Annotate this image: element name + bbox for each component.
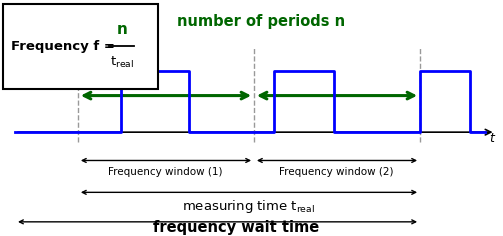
Text: $\mathsf{t_{real}}$: $\mathsf{t_{real}}$ [110, 55, 134, 70]
Text: Frequency window (1): Frequency window (1) [108, 167, 222, 177]
Text: Input A: Input A [15, 33, 72, 47]
Text: Frequency window (2): Frequency window (2) [279, 167, 393, 177]
Text: n: n [116, 22, 127, 38]
FancyBboxPatch shape [3, 4, 158, 88]
Text: measuring time $\mathsf{t_{real}}$: measuring time $\mathsf{t_{real}}$ [183, 198, 315, 215]
Text: number of periods n: number of periods n [178, 14, 346, 29]
Text: t: t [489, 131, 494, 145]
Text: Frequency f =: Frequency f = [11, 39, 120, 53]
Text: frequency wait time: frequency wait time [153, 220, 319, 235]
